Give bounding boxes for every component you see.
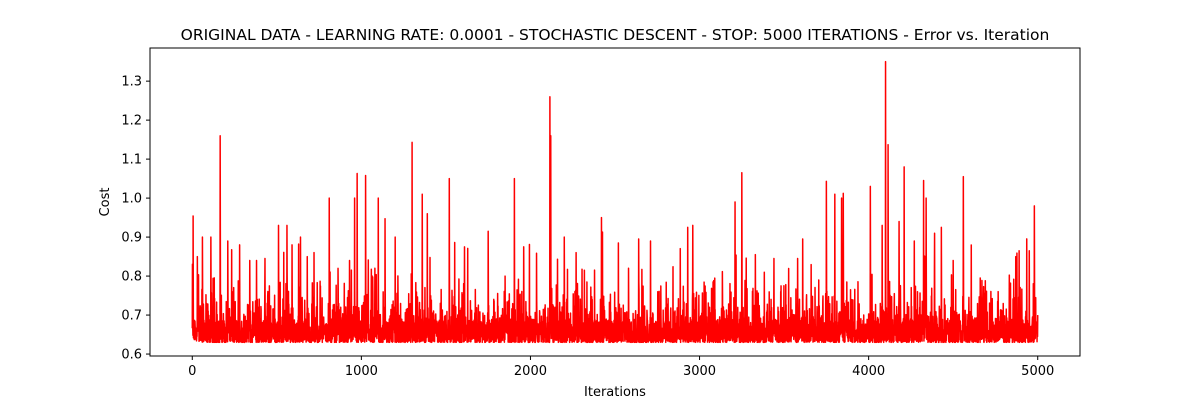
y-tick-label: 1.3 — [121, 75, 142, 90]
y-axis: 0.6 0.7 0.8 0.9 1.0 1.1 1.2 1.3 — [121, 75, 150, 363]
y-tick-label: 0.8 — [121, 270, 142, 285]
x-tick-label: 1000 — [345, 364, 378, 379]
y-tick-label: 1.2 — [121, 114, 142, 129]
x-tick-label: 2000 — [514, 364, 547, 379]
y-tick-label: 0.6 — [121, 348, 142, 363]
series-line-cost — [191, 60, 1039, 344]
y-tick-label: 0.7 — [121, 309, 142, 324]
x-axis-label: Iterations — [584, 385, 646, 400]
y-tick-label: 1.0 — [121, 192, 142, 207]
y-tick-label: 1.1 — [121, 153, 142, 168]
x-tick-label: 5000 — [1021, 364, 1054, 379]
chart-title: ORIGINAL DATA - LEARNING RATE: 0.0001 - … — [181, 26, 1050, 44]
x-tick-label: 3000 — [683, 364, 716, 379]
plot-area — [191, 60, 1039, 344]
x-tick-label: 4000 — [852, 364, 885, 379]
x-axis: 0 1000 2000 3000 4000 5000 — [188, 356, 1054, 379]
plot-frame — [149, 47, 1081, 357]
x-tick-label: 0 — [188, 364, 196, 379]
y-tick-label: 0.9 — [121, 231, 142, 246]
y-axis-label: Cost — [98, 188, 113, 217]
